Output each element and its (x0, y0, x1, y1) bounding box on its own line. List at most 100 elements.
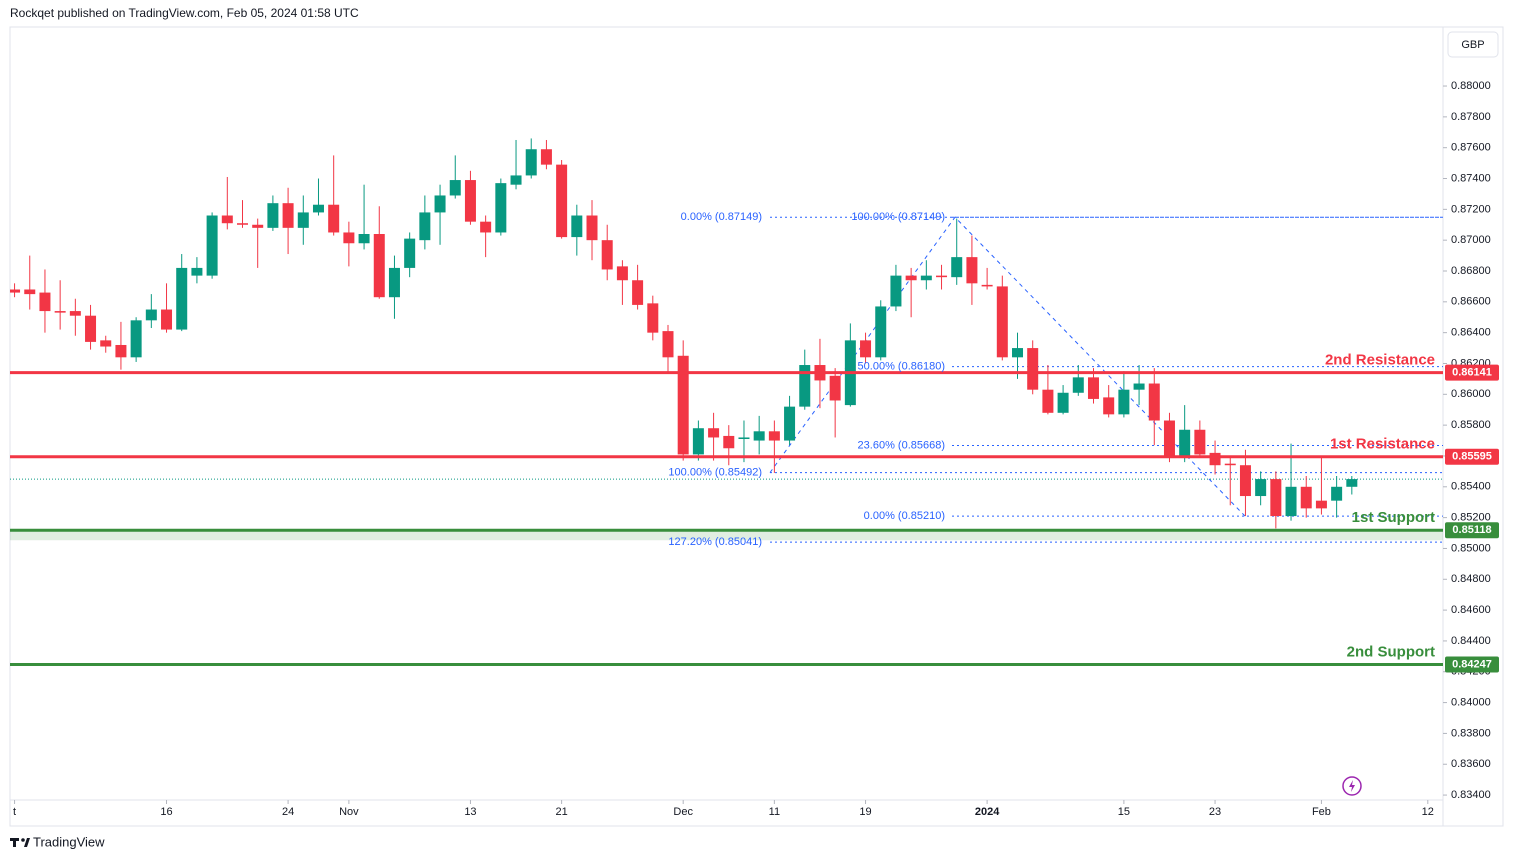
candle-body (1148, 383, 1160, 421)
chart-frame (9, 26, 1504, 827)
y-tick-label: 0.86400 (1451, 327, 1491, 339)
candle-body (434, 195, 446, 213)
candle-body (1042, 389, 1054, 413)
candle-body (24, 289, 36, 295)
fib-label: 127.20% (0.85041) (668, 536, 762, 548)
candle-body (1194, 429, 1206, 455)
publisher-title: Rockqet published on TradingView.com, Fe… (10, 6, 359, 20)
candle-body (1346, 479, 1358, 487)
candle-body (1133, 383, 1145, 390)
candle-body (237, 223, 249, 225)
candle-body (1087, 377, 1099, 399)
level-name: 1st Resistance (1330, 436, 1435, 453)
currency-label[interactable]: GBP (1461, 39, 1484, 51)
candle-body (100, 340, 112, 347)
candle-body (601, 240, 613, 270)
candle-body (632, 280, 644, 305)
candle-body (1224, 463, 1236, 466)
candle-body (829, 375, 841, 401)
currency-button[interactable] (1447, 31, 1499, 58)
candle-body (343, 232, 355, 244)
plot (10, 138, 1443, 667)
candle-body (525, 149, 537, 176)
candle-body (890, 275, 902, 307)
y-tick-label: 0.85000 (1451, 542, 1491, 554)
candle-body (1012, 348, 1024, 358)
candle-body (419, 212, 431, 241)
x-tick-label: 12 (1422, 806, 1434, 818)
y-tick-label: 0.87400 (1451, 172, 1491, 184)
candle-body (297, 212, 309, 228)
replay-icon[interactable] (1342, 776, 1362, 796)
candle-body (875, 306, 887, 358)
candle-body (1300, 486, 1312, 509)
y-tick-label: 0.83600 (1451, 758, 1491, 770)
x-tick-label: 2024 (975, 806, 1000, 818)
candle-body (723, 435, 735, 449)
y-tick-label: 0.84000 (1451, 696, 1491, 708)
level-name: 1st Support (1352, 509, 1435, 526)
candle-body (176, 267, 188, 330)
y-tick-label: 0.87600 (1451, 142, 1491, 154)
candle-body (206, 215, 218, 276)
candle-body (1103, 397, 1115, 415)
candle-body (312, 204, 324, 213)
price-tag (1445, 364, 1499, 381)
candle-body (1209, 452, 1221, 466)
candle-body (1057, 392, 1069, 413)
candle-body (1027, 348, 1039, 390)
brand: TradingView (33, 834, 105, 849)
y-tick-label: 0.88000 (1451, 80, 1491, 92)
y-tick-label: 0.87000 (1451, 234, 1491, 246)
y-tick-label: 0.87800 (1451, 111, 1491, 123)
level-name: 2nd Resistance (1325, 352, 1435, 369)
x-tick-label: 23 (1209, 806, 1221, 818)
candle-body (860, 340, 872, 358)
candle-body (768, 431, 780, 441)
candle-body (85, 315, 97, 342)
candle-body (799, 365, 811, 407)
candle-body (1118, 389, 1130, 415)
x-tick-label: 24 (282, 806, 294, 818)
candle-body (1285, 486, 1297, 517)
x-tick-label: 21 (555, 806, 567, 818)
candle-body (996, 286, 1008, 358)
x-tick-label: 11 (769, 806, 780, 818)
candle-body (480, 221, 492, 233)
y-tick-label: 0.85400 (1451, 481, 1491, 493)
price-tag-label: 0.86141 (1452, 366, 1492, 378)
candle-body (69, 311, 81, 316)
x-tick-label: Nov (339, 806, 359, 818)
candle-body (753, 431, 765, 441)
y-tick-label: 0.87200 (1451, 203, 1491, 215)
fib-label: 50.00% (0.86180) (858, 360, 945, 372)
fib-label: 100.00% (0.87149) (851, 211, 945, 223)
candle-body (328, 204, 340, 233)
candle-body (571, 215, 583, 238)
y-tick-label: 0.83400 (1451, 789, 1491, 801)
fib-label: 0.00% (0.87149) (681, 211, 762, 223)
candle-body (161, 309, 173, 330)
candle-body (358, 234, 370, 244)
candle-body (784, 406, 796, 441)
x-tick-label: Dec (673, 806, 693, 818)
candle-body (373, 234, 385, 298)
candle-body (39, 292, 51, 312)
y-tick-label: 0.86000 (1451, 388, 1491, 400)
x-tick-label: 16 (160, 806, 172, 818)
y-tick-label: 0.86800 (1451, 265, 1491, 277)
candle-body (692, 428, 704, 455)
x-tick-label: 19 (859, 806, 871, 818)
candle-body (951, 257, 963, 278)
candle-body (647, 303, 659, 333)
candle-body (191, 267, 203, 276)
price-tag-label: 0.84247 (1452, 658, 1492, 670)
tv-logo (10, 838, 30, 847)
candle-body (1163, 420, 1175, 458)
y-tick-label: 0.84600 (1451, 604, 1491, 616)
candle-body (966, 257, 978, 284)
price-tag-label: 0.85595 (1452, 451, 1492, 463)
candle-body (267, 203, 279, 228)
candle-body (738, 437, 750, 440)
